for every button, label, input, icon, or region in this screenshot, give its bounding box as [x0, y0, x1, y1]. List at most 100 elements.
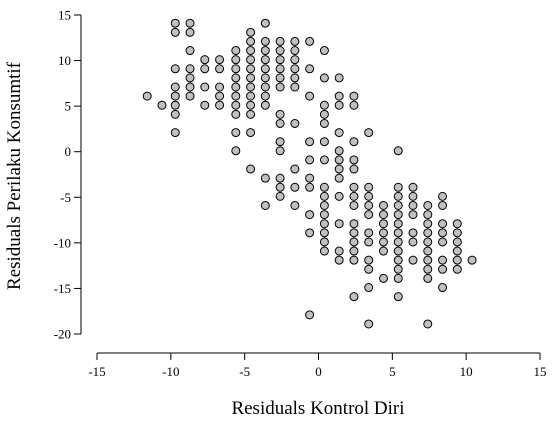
data-point	[290, 64, 300, 74]
data-point	[349, 246, 359, 256]
data-point	[246, 164, 256, 174]
data-point	[290, 46, 300, 56]
data-point	[438, 219, 448, 229]
data-point	[349, 228, 359, 238]
data-point	[349, 137, 359, 147]
data-point	[334, 91, 344, 101]
x-axis-title: Residuals Kontrol Diri	[231, 398, 404, 419]
data-point	[349, 91, 359, 101]
data-point	[275, 73, 285, 83]
data-point	[408, 255, 418, 265]
data-point	[260, 55, 270, 65]
data-point	[378, 200, 388, 210]
data-point	[364, 128, 374, 138]
data-point	[275, 55, 285, 65]
data-point	[319, 219, 329, 229]
data-point	[408, 237, 418, 247]
data-point	[185, 46, 195, 56]
data-point	[364, 210, 374, 220]
data-point	[319, 200, 329, 210]
data-point	[170, 64, 180, 74]
data-point	[246, 73, 256, 83]
data-point	[305, 91, 315, 101]
data-point	[290, 118, 300, 128]
y-tick-label: -15	[54, 281, 71, 296]
data-point	[408, 182, 418, 192]
y-axis-title: Residuals Perilaku Konsumtif	[4, 61, 25, 290]
data-point	[393, 273, 403, 283]
data-point	[170, 91, 180, 101]
data-point	[393, 210, 403, 220]
data-point	[319, 228, 329, 238]
data-point	[275, 137, 285, 147]
data-point	[246, 55, 256, 65]
data-point	[215, 91, 225, 101]
data-point	[438, 283, 448, 293]
data-point	[260, 46, 270, 56]
data-point	[319, 73, 329, 83]
x-tick-label: 0	[315, 364, 322, 379]
data-point	[157, 100, 167, 110]
data-point	[319, 137, 329, 147]
data-point	[200, 55, 210, 65]
data-point	[246, 46, 256, 56]
data-point	[334, 173, 344, 183]
data-point	[364, 182, 374, 192]
data-point	[246, 64, 256, 74]
data-point	[423, 200, 433, 210]
data-point	[275, 109, 285, 119]
data-point	[319, 118, 329, 128]
data-point	[334, 100, 344, 110]
data-point	[200, 100, 210, 110]
data-point	[334, 73, 344, 83]
data-point	[393, 200, 403, 210]
data-point	[334, 191, 344, 201]
data-point	[305, 137, 315, 147]
data-point	[378, 237, 388, 247]
data-point	[170, 128, 180, 138]
y-tick-label: 10	[58, 53, 71, 68]
x-tick-label: -10	[162, 364, 179, 379]
data-point	[364, 319, 374, 329]
data-point	[378, 246, 388, 256]
data-point	[246, 100, 256, 110]
data-point	[215, 64, 225, 74]
data-points	[142, 18, 477, 329]
data-point	[452, 246, 462, 256]
data-point	[393, 146, 403, 156]
data-point	[349, 237, 359, 247]
data-point	[170, 18, 180, 28]
data-point	[170, 109, 180, 119]
data-point	[364, 237, 374, 247]
data-point	[423, 264, 433, 274]
data-point	[334, 128, 344, 138]
data-point	[349, 219, 359, 229]
data-point	[305, 36, 315, 46]
data-point	[378, 219, 388, 229]
data-point	[423, 228, 433, 238]
x-axis: -15 -10 -5 0 5 10 15	[88, 352, 547, 379]
data-point	[275, 64, 285, 74]
data-point	[438, 237, 448, 247]
data-point	[319, 46, 329, 56]
data-point	[260, 64, 270, 74]
data-point	[185, 82, 195, 92]
data-point	[275, 36, 285, 46]
x-tick-label: 10	[460, 364, 473, 379]
x-tick-label: 15	[534, 364, 547, 379]
data-point	[334, 164, 344, 174]
data-point	[305, 228, 315, 238]
data-point	[200, 82, 210, 92]
data-point	[452, 237, 462, 247]
data-point	[231, 73, 241, 83]
data-point	[231, 128, 241, 138]
data-point	[364, 264, 374, 274]
data-point	[319, 182, 329, 192]
data-point	[246, 109, 256, 119]
data-point	[185, 73, 195, 83]
y-tick-label: 15	[58, 8, 71, 23]
data-point	[393, 255, 403, 265]
y-axis: 15 10 5 0 -5 -10 -15 -20	[54, 8, 82, 342]
data-point	[378, 228, 388, 238]
